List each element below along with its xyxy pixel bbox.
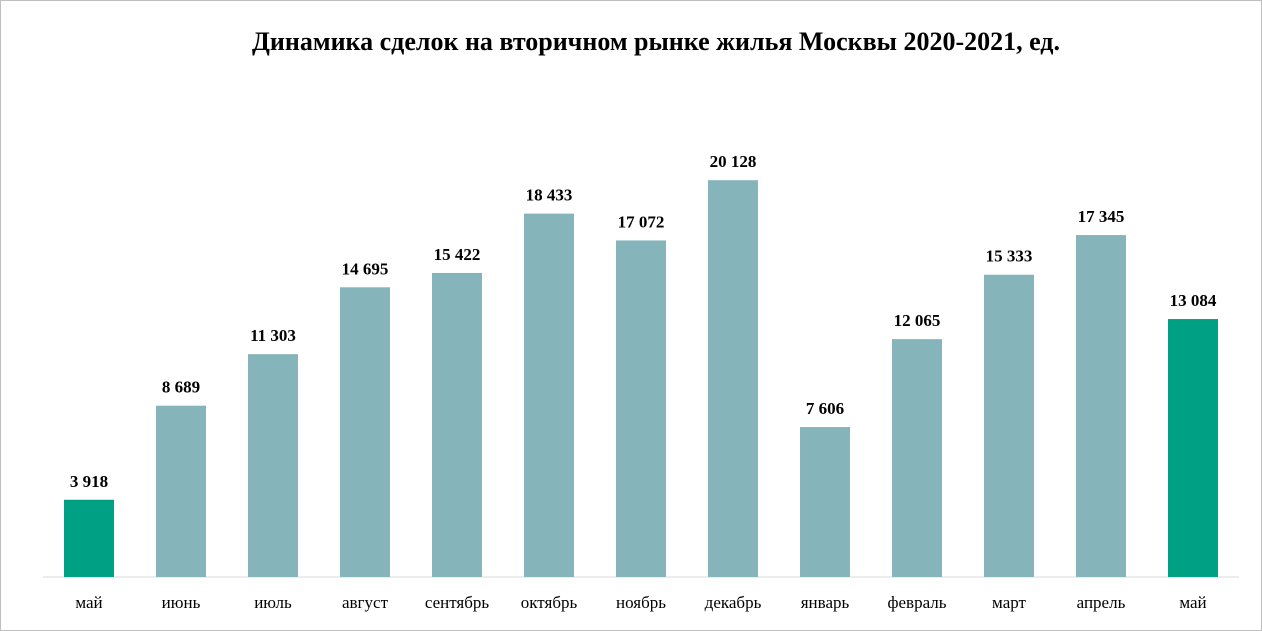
value-labels-group: 3 918 8 689 11 303 14 695 15 422 18 433 17 072…: [70, 152, 1217, 491]
category-label-2: июль: [254, 593, 292, 612]
value-label-1: 8 689: [162, 378, 200, 397]
value-label-3: 14 695: [342, 259, 389, 278]
bar-7: [708, 180, 758, 577]
bar-10: [984, 274, 1034, 577]
value-label-11: 17 345: [1078, 207, 1125, 226]
value-label-0: 3 918: [70, 472, 108, 491]
bar-4: [432, 272, 482, 577]
value-label-2: 11 303: [250, 326, 296, 345]
category-label-7: декабрь: [705, 593, 762, 612]
value-label-7: 20 128: [710, 152, 757, 171]
bar-2: [248, 354, 298, 577]
value-label-8: 7 606: [806, 399, 844, 418]
bar-11: [1076, 235, 1126, 577]
category-label-10: март: [992, 593, 1026, 612]
category-label-9: февраль: [887, 593, 946, 612]
category-label-4: сентябрь: [425, 593, 490, 612]
bar-3: [340, 287, 390, 577]
bar-8: [800, 427, 850, 577]
category-label-8: январь: [801, 593, 850, 612]
category-label-6: ноябрь: [616, 593, 666, 612]
category-label-12: май: [1179, 593, 1206, 612]
bar-9: [892, 339, 942, 577]
category-label-0: май: [75, 593, 102, 612]
bar-6: [616, 240, 666, 577]
category-label-3: август: [342, 593, 389, 612]
category-label-11: апрель: [1077, 593, 1126, 612]
chart-title: Динамика сделок на вторичном рынке жилья…: [252, 27, 1060, 56]
bar-5: [524, 213, 574, 577]
category-label-1: июнь: [162, 593, 201, 612]
bars-group: [64, 180, 1218, 577]
category-labels-group: май июнь июль август сентябрь октябрь ноябрь де…: [75, 593, 1206, 612]
value-label-4: 15 422: [434, 245, 481, 264]
value-label-10: 15 333: [986, 247, 1033, 266]
value-label-5: 18 433: [526, 186, 573, 205]
bar-12: [1168, 319, 1218, 577]
value-label-9: 12 065: [894, 311, 941, 330]
bar-1: [156, 405, 206, 577]
category-label-5: октябрь: [521, 593, 578, 612]
bar-0: [64, 499, 114, 577]
value-label-6: 17 072: [618, 212, 665, 231]
value-label-12: 13 084: [1170, 291, 1217, 310]
